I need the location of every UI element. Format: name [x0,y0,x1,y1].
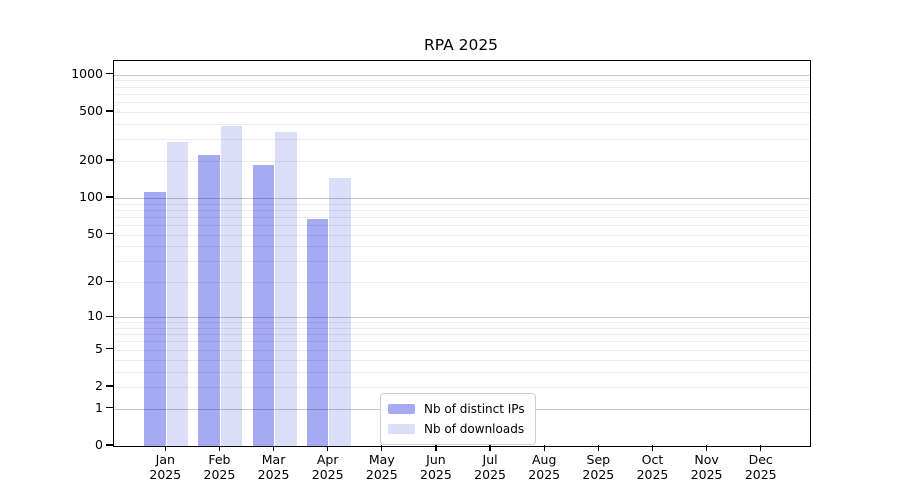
x-tick-mark [543,445,545,451]
x-tick-label-dec: Dec 2025 [744,452,777,482]
y-tick-label: 1000 [71,65,103,81]
gridline-minor [114,93,810,95]
x-tick-label-oct: Oct 2025 [636,452,669,482]
y-tick-label: 10 [87,308,103,324]
x-tick-mark [272,445,275,451]
legend-label-downloads: Nb of downloads [424,422,525,436]
y-tick-label: 100 [79,189,103,205]
bar-apr-series1 [329,177,351,446]
x-tick-label-sep: Sep 2025 [582,452,615,482]
y-tick-mark [106,315,113,317]
y-tick-mark [106,348,113,350]
gridline-minor [114,86,810,88]
legend-item-downloads: Nb of downloads [388,419,525,439]
gridline-minor [114,111,810,113]
y-tick-label: 20 [87,273,103,289]
y-tick-mark [106,407,113,409]
y-tick-mark [106,196,113,198]
bar-mar-series0 [252,165,275,446]
bar-apr-series0 [306,219,329,446]
bar-jan-series1 [166,142,189,446]
y-tick-mark [106,444,113,446]
gridline-minor [114,123,810,125]
x-tick-mark [706,445,708,451]
x-tick-mark [651,445,654,451]
y-tick-label: 50 [87,225,103,241]
x-tick-label-may: May 2025 [365,452,398,482]
plot-area: Nb of distinct IPs Nb of downloads [113,60,811,447]
bar-mar-series1 [274,131,297,446]
x-tick-label-aug: Aug 2025 [528,452,561,482]
y-tick-mark [106,110,113,112]
x-tick-mark [489,445,491,451]
x-tick-label-jul: Jul 2025 [474,452,506,482]
bar-feb-series0 [198,154,221,446]
chart-title: RPA 2025 [423,36,499,54]
x-tick-label-mar: Mar 2025 [257,452,290,482]
x-tick-mark [597,445,599,451]
x-tick-mark [760,445,762,451]
y-tick-mark [106,73,113,75]
legend-label-distinct-ips: Nb of distinct IPs [424,402,525,416]
x-tick-label-nov: Nov 2025 [690,452,723,482]
legend-item-distinct-ips: Nb of distinct IPs [388,399,525,419]
y-tick-label: 1 [95,399,103,415]
gridline-major [114,74,810,76]
legend-swatch-distinct-ips-icon [388,403,415,415]
x-tick-label-jan: Jan 2025 [149,452,182,482]
y-tick-mark [106,280,113,282]
y-tick-label: 200 [79,152,103,168]
x-tick-mark [218,445,221,451]
legend: Nb of distinct IPs Nb of downloads [380,393,536,445]
x-tick-label-apr: Apr 2025 [311,452,344,482]
y-tick-label: 5 [95,340,103,356]
y-tick-mark [106,385,113,387]
x-tick-mark [327,445,329,451]
x-tick-mark [381,445,383,451]
gridline-minor [114,139,810,141]
bar-jan-series0 [144,192,166,446]
y-tick-mark [106,233,113,235]
x-tick-label-feb: Feb 2025 [203,452,236,482]
gridline-minor [114,102,810,104]
bar-feb-series1 [220,125,243,446]
y-tick-label: 0 [95,437,103,452]
x-tick-mark [164,445,166,451]
legend-swatch-downloads-icon [388,423,415,435]
x-tick-mark [435,445,437,451]
y-tick-label: 2 [95,377,103,393]
gridline-minor [114,80,810,82]
y-tick-label: 500 [79,102,103,118]
x-tick-label-jun: Jun 2025 [420,452,452,482]
y-tick-mark [106,159,113,161]
